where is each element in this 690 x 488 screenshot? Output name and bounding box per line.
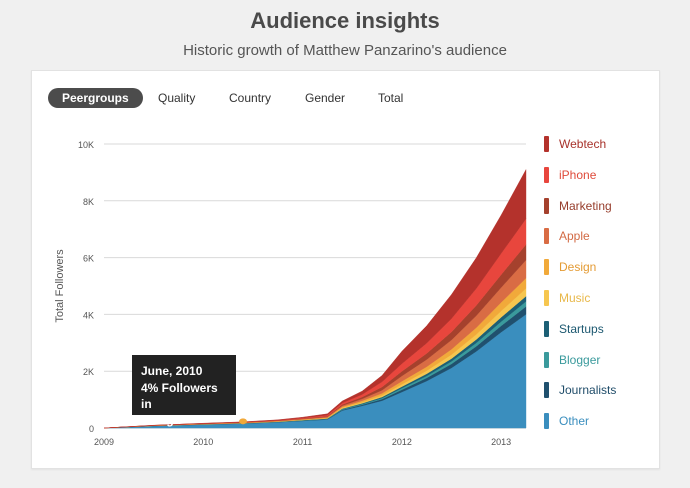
tab-quality[interactable]: Quality [158, 91, 196, 105]
tab-total[interactable]: Total [378, 91, 404, 105]
legend-label: Other [559, 414, 590, 429]
x-tick-label: 2011 [293, 437, 312, 447]
legend-swatch [544, 413, 549, 430]
y-tick-label: 8K [83, 197, 94, 207]
legend-label: Startups [559, 321, 604, 336]
tab-gender[interactable]: Gender [305, 91, 346, 105]
hover-marker [239, 418, 248, 425]
x-tick-label: 2013 [491, 437, 511, 447]
legend-swatch [544, 259, 549, 276]
y-tick-label: 4K [83, 310, 94, 320]
legend-swatch [544, 197, 549, 214]
legend-swatch [544, 382, 549, 399]
audience-chart: 0 2K 4K 6K 8K 10K 2009 2010 2011 2012 2013 Total Fo… [54, 140, 527, 447]
legend-label: Design [559, 260, 597, 275]
y-tick-label: 6K [83, 254, 94, 264]
page-subtitle: Historic growth of Matthew Panzarino's a… [183, 42, 507, 59]
legend-label: Blogger [559, 352, 601, 367]
tooltip-line-1: 4% Followers in [141, 381, 218, 411]
y-tick-label: 2K [83, 367, 94, 377]
y-tick-label: 10K [78, 140, 94, 150]
tab-peergroups[interactable]: Peergroups [48, 88, 143, 108]
legend-swatch [544, 290, 549, 306]
legend-swatch [544, 136, 549, 152]
x-tick-label: 2012 [392, 437, 412, 447]
tab-country[interactable]: Country [229, 91, 272, 105]
y-axis-label: Total Followers [54, 249, 66, 323]
tooltip-title: June, 2010 [141, 364, 203, 378]
area-series-webtech [103, 169, 527, 429]
x-tick-label: 2009 [94, 437, 114, 447]
legend-swatch [544, 320, 549, 337]
insights-card: Peergroups Quality Country Gender Total … [31, 70, 660, 469]
legend-swatch [544, 351, 549, 368]
legend-swatch [544, 166, 549, 183]
y-tick-label: 0 [89, 424, 94, 434]
chart-tooltip: June, 2010 4% Followers in Design [132, 355, 236, 427]
tooltip-line-2: Design [141, 413, 182, 427]
legend-label: iPhone [559, 167, 597, 182]
legend-label: Apple [559, 229, 590, 244]
x-tick-label: 2010 [193, 437, 213, 447]
legend-label: Music [559, 291, 591, 305]
legend-label: Marketing [559, 198, 612, 213]
legend-label: Webtech [559, 137, 607, 151]
legend-label: Journalists [559, 383, 617, 398]
legend-swatch [544, 228, 549, 245]
page-title: Audience insights [250, 8, 440, 33]
